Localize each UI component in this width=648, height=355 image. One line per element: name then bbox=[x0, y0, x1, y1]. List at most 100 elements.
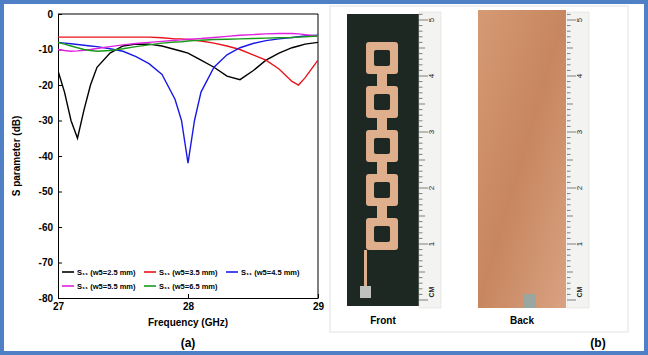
ruler-number: 2 bbox=[427, 185, 436, 190]
y-tick-mark bbox=[58, 14, 62, 15]
ruler-graduation bbox=[567, 238, 571, 239]
ruler-graduation bbox=[567, 36, 571, 37]
ruler-graduation bbox=[419, 216, 425, 217]
ruler-graduation bbox=[419, 120, 423, 121]
y-tick: -80 bbox=[39, 293, 62, 304]
ruler-graduation bbox=[419, 227, 423, 228]
x-tick: 29 bbox=[313, 294, 325, 312]
ruler-graduation bbox=[567, 160, 573, 161]
ruler-graduation bbox=[567, 48, 573, 49]
ruler-graduation bbox=[567, 154, 571, 155]
series-line bbox=[58, 37, 318, 85]
patch bbox=[366, 86, 398, 118]
ruler-graduation bbox=[419, 148, 423, 149]
patch-connector bbox=[377, 117, 387, 131]
ruler-graduation bbox=[419, 98, 423, 99]
legend-label: S₁₁ (w5=6.5 mm) bbox=[159, 282, 218, 291]
ruler-graduation bbox=[567, 25, 571, 26]
connector-pad bbox=[524, 294, 536, 308]
ruler-graduation bbox=[419, 238, 423, 239]
ruler-graduation bbox=[419, 25, 423, 26]
ruler: 12345CM bbox=[419, 12, 441, 308]
ruler-graduation bbox=[419, 182, 423, 183]
legend-item: S₁₁ (w5=4.5 mm) bbox=[226, 268, 300, 277]
ruler-graduation bbox=[567, 232, 571, 233]
ruler-graduation bbox=[567, 182, 571, 183]
ruler-graduation bbox=[567, 87, 571, 88]
chart: 272829-80-70-60-50-40-30-20-100S₁₁ (w5=2… bbox=[11, 9, 324, 350]
ruler-graduation bbox=[567, 104, 573, 105]
ruler-number: 5 bbox=[427, 17, 436, 22]
ruler-number: 3 bbox=[427, 129, 436, 134]
patch bbox=[366, 130, 398, 162]
ruler-number: 3 bbox=[575, 129, 584, 134]
ruler-graduation bbox=[419, 266, 423, 267]
y-tick-mark bbox=[58, 192, 62, 193]
ruler-graduation bbox=[567, 204, 571, 205]
y-tick-mark bbox=[58, 156, 62, 157]
ruler-graduation bbox=[567, 14, 571, 15]
y-axis-title: S parameter (dB) bbox=[11, 116, 22, 197]
patch bbox=[366, 42, 398, 74]
y-tick-mark bbox=[58, 121, 62, 122]
ruler-graduation bbox=[567, 143, 571, 144]
y-axis: -80-70-60-50-40-30-20-100 bbox=[39, 9, 62, 304]
ruler-graduation bbox=[567, 137, 571, 138]
x-axis: 272829 bbox=[53, 294, 325, 312]
y-tick: -30 bbox=[39, 115, 62, 126]
ruler-graduation bbox=[567, 64, 571, 65]
y-tick-label: -80 bbox=[39, 293, 54, 304]
ruler-graduation bbox=[419, 81, 423, 82]
ruler-graduation bbox=[567, 81, 571, 82]
ruler-graduation bbox=[567, 221, 571, 222]
ruler-graduation bbox=[419, 300, 428, 301]
ruler-graduation bbox=[567, 199, 571, 200]
ruler-graduation bbox=[419, 42, 423, 43]
ruler-graduation bbox=[419, 64, 423, 65]
patch bbox=[366, 218, 398, 250]
ruler-graduation bbox=[419, 53, 423, 54]
ruler-graduation bbox=[567, 216, 573, 217]
series-line bbox=[58, 42, 318, 138]
x-tick-mark bbox=[318, 294, 319, 298]
ruler: 12345CM bbox=[567, 12, 589, 308]
y-tick: -20 bbox=[39, 80, 62, 91]
frame-top bbox=[58, 14, 318, 15]
ruler-graduation bbox=[567, 53, 571, 54]
legend-item: S₁₁ (w5=5.5 mm) bbox=[62, 282, 136, 291]
y-tick: -40 bbox=[39, 151, 62, 162]
ruler-graduation bbox=[567, 42, 571, 43]
y-tick-label: -70 bbox=[39, 257, 54, 268]
legend-label: S₁₁ (w5=4.5 mm) bbox=[241, 268, 300, 277]
figure-border bbox=[2, 2, 646, 353]
ruler-graduation bbox=[567, 300, 576, 301]
patch bbox=[366, 174, 398, 206]
legend-swatch bbox=[62, 285, 74, 287]
photo-frame bbox=[330, 6, 628, 332]
legend-swatch bbox=[226, 271, 238, 273]
legend: S₁₁ (w5=2.5 mm) S₁₁ (w5=3.5 mm) S₁₁ (w5=4.… bbox=[62, 268, 300, 291]
legend-label: S₁₁ (w5=3.5 mm) bbox=[159, 268, 218, 277]
ruler-graduation bbox=[419, 255, 423, 256]
ruler-graduation bbox=[567, 165, 571, 166]
ruler-graduation bbox=[567, 283, 571, 284]
y-tick: -70 bbox=[39, 257, 62, 268]
patch-connector bbox=[377, 205, 387, 219]
ruler-graduation bbox=[567, 266, 571, 267]
ruler-graduation bbox=[419, 260, 423, 261]
ruler-graduation bbox=[567, 227, 571, 228]
ruler-graduation bbox=[567, 255, 571, 256]
ruler-graduation bbox=[419, 137, 423, 138]
photo: 12345CM12345CMFrontBack(b) bbox=[330, 6, 628, 350]
legend-swatch bbox=[62, 271, 74, 273]
y-tick-mark bbox=[58, 227, 62, 228]
x-axis-line bbox=[59, 298, 319, 299]
substrate bbox=[347, 14, 419, 306]
y-tick-label: -50 bbox=[39, 186, 54, 197]
ruler-graduation bbox=[419, 283, 423, 284]
ruler-graduation bbox=[567, 277, 571, 278]
legend-label: S₁₁ (w5=2.5 mm) bbox=[77, 268, 136, 277]
ruler-body bbox=[567, 12, 589, 308]
ruler-graduation bbox=[419, 143, 423, 144]
series-line bbox=[58, 35, 318, 163]
